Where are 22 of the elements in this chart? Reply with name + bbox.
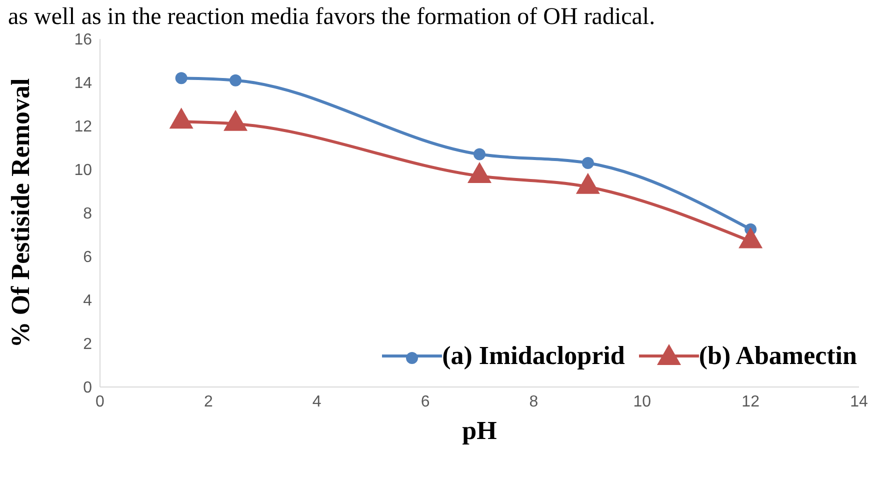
x-tick-label: 2 <box>204 393 213 410</box>
x-tick-label: 0 <box>96 393 105 410</box>
y-tick-label: 10 <box>74 162 92 180</box>
y-tick-label: 0 <box>83 380 92 397</box>
x-tick-label: 6 <box>420 393 430 410</box>
x-tick-label: 4 <box>312 393 322 410</box>
text: as well as in the reaction media favors the formation of OH radical. <box>8 4 656 30</box>
y-tick-label: 8 <box>83 206 92 223</box>
legend-label: (b) Abamectin <box>698 341 857 371</box>
y-tick-label: 4 <box>83 292 92 310</box>
y-tick-label: 6 <box>83 249 92 266</box>
y-tick-label: 16 <box>74 32 92 49</box>
y-axis-title: % Of Pestiside Removal <box>6 78 36 348</box>
x-tick-label: 14 <box>850 393 868 410</box>
x-tick-label: 10 <box>633 393 652 410</box>
x-tick-label: 12 <box>742 393 760 410</box>
y-tick-label: 12 <box>74 118 92 136</box>
x-axis-title: pH <box>462 416 497 445</box>
y-tick-label: 14 <box>74 75 92 92</box>
x-tick-label: 8 <box>529 393 538 410</box>
y-tick-label: 2 <box>83 336 92 354</box>
legend-label: (a) Imidacloprid <box>442 341 625 371</box>
